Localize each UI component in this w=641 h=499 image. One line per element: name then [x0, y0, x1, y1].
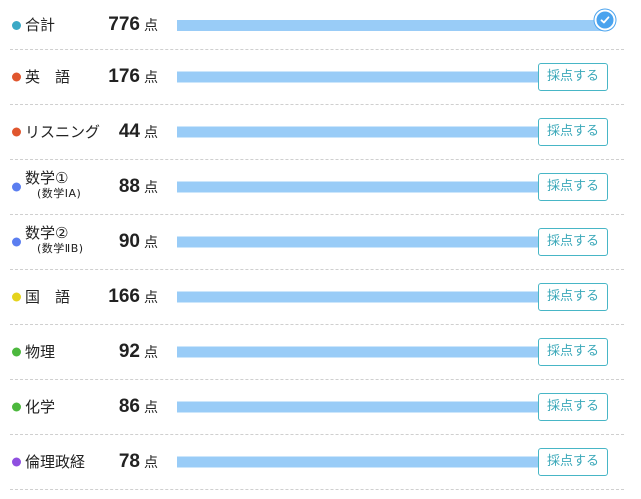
subject-label: 数学① (数学ⅠA): [25, 169, 81, 200]
score-number: 88: [118, 176, 140, 197]
subject-name: 化学: [25, 398, 56, 416]
score-unit: 点: [144, 180, 158, 196]
score-row-math2: 数学② (数学ⅡB) 90 点 採点する: [10, 215, 624, 270]
subject-label: リスニング: [25, 123, 100, 141]
grade-button[interactable]: 採点する: [538, 173, 608, 201]
score-value: 92 点: [119, 341, 158, 363]
subject-label: 倫理政経: [25, 453, 85, 471]
score-row-japanese: 国 語 166 点 採点する: [10, 270, 624, 325]
subject-name: 国 語: [25, 288, 71, 306]
score-bar: [177, 71, 571, 83]
subject-color-dot: [12, 21, 21, 30]
subject-color-dot: [12, 182, 21, 192]
subject-name: 合計: [25, 16, 56, 34]
score-row-physics: 物理 92 点 採点する: [10, 325, 624, 380]
score-bar: [177, 236, 571, 248]
grade-button[interactable]: 採点する: [538, 63, 608, 91]
subject-color-dot: [12, 347, 21, 357]
score-bar: [177, 291, 571, 303]
subject-label: 英 語: [25, 68, 70, 86]
subject-name: 物理: [25, 343, 56, 361]
score-unit: 点: [144, 400, 158, 416]
score-unit: 点: [144, 455, 158, 471]
score-row-ethics-politics-economics: 倫理政経 78 点 採点する: [10, 435, 624, 490]
subject-name: 数学②: [25, 224, 69, 242]
score-unit: 点: [144, 70, 158, 86]
subject-name: リスニング: [25, 123, 101, 141]
score-row-chemistry: 化学 86 点 採点する: [10, 380, 624, 435]
score-value: 86 点: [119, 396, 158, 418]
score-number: 166: [108, 286, 140, 307]
score-number: 176: [108, 66, 140, 87]
score-number: 92: [118, 341, 140, 362]
score-number: 776: [108, 14, 140, 35]
score-number: 90: [118, 231, 140, 252]
subject-color-dot: [12, 402, 21, 412]
score-number: 44: [118, 121, 140, 142]
grade-button[interactable]: 採点する: [538, 118, 608, 146]
score-bar: [177, 456, 571, 468]
score-row-english: 英 語 176 点 採点する: [10, 50, 624, 105]
grade-button[interactable]: 採点する: [538, 338, 608, 366]
score-row-math1: 数学① (数学ⅠA) 88 点 採点する: [10, 160, 624, 215]
score-unit: 点: [144, 290, 158, 306]
score-unit: 点: [144, 125, 158, 141]
subject-color-dot: [12, 127, 21, 137]
subject-color-dot: [12, 237, 21, 247]
subject-name: 倫理政経: [25, 453, 86, 471]
grade-button[interactable]: 採点する: [538, 283, 608, 311]
score-bar: [177, 181, 571, 193]
score-number: 86: [118, 396, 140, 417]
subject-sublabel: (数学ⅠA): [37, 187, 82, 200]
subject-color-dot: [12, 457, 21, 467]
score-bar: [177, 20, 605, 31]
subject-name: 英 語: [25, 68, 71, 86]
subject-label: 合計: [25, 16, 55, 34]
subject-sublabel: (数学ⅡB): [37, 242, 84, 255]
subject-label: 数学② (数学ⅡB): [25, 224, 84, 255]
score-bar: [177, 401, 571, 413]
check-circle-icon: [594, 9, 616, 31]
subject-color-dot: [12, 292, 21, 302]
subject-label: 国 語: [25, 288, 70, 306]
score-value: 90 点: [119, 231, 158, 253]
score-bar: [177, 126, 571, 138]
score-value: 176 点: [108, 66, 158, 88]
grade-button[interactable]: 採点する: [538, 448, 608, 476]
score-bar: [177, 346, 571, 358]
score-row-listening: リスニング 44 点 採点する: [10, 105, 624, 160]
subject-name: 数学①: [25, 169, 69, 187]
grade-button[interactable]: 採点する: [538, 393, 608, 421]
grade-button[interactable]: 採点する: [538, 228, 608, 256]
subject-label: 化学: [25, 398, 55, 416]
score-number: 78: [118, 451, 140, 472]
score-unit: 点: [144, 18, 158, 34]
score-value: 166 点: [108, 286, 158, 308]
subject-label: 物理: [25, 343, 55, 361]
score-row-total: 合計 776 点: [10, 0, 624, 50]
score-value: 78 点: [119, 451, 158, 473]
score-value: 776 点: [108, 14, 158, 36]
subject-color-dot: [12, 72, 21, 82]
score-unit: 点: [144, 345, 158, 361]
score-value: 88 点: [119, 176, 158, 198]
score-value: 44 点: [119, 121, 158, 143]
score-unit: 点: [144, 235, 158, 251]
